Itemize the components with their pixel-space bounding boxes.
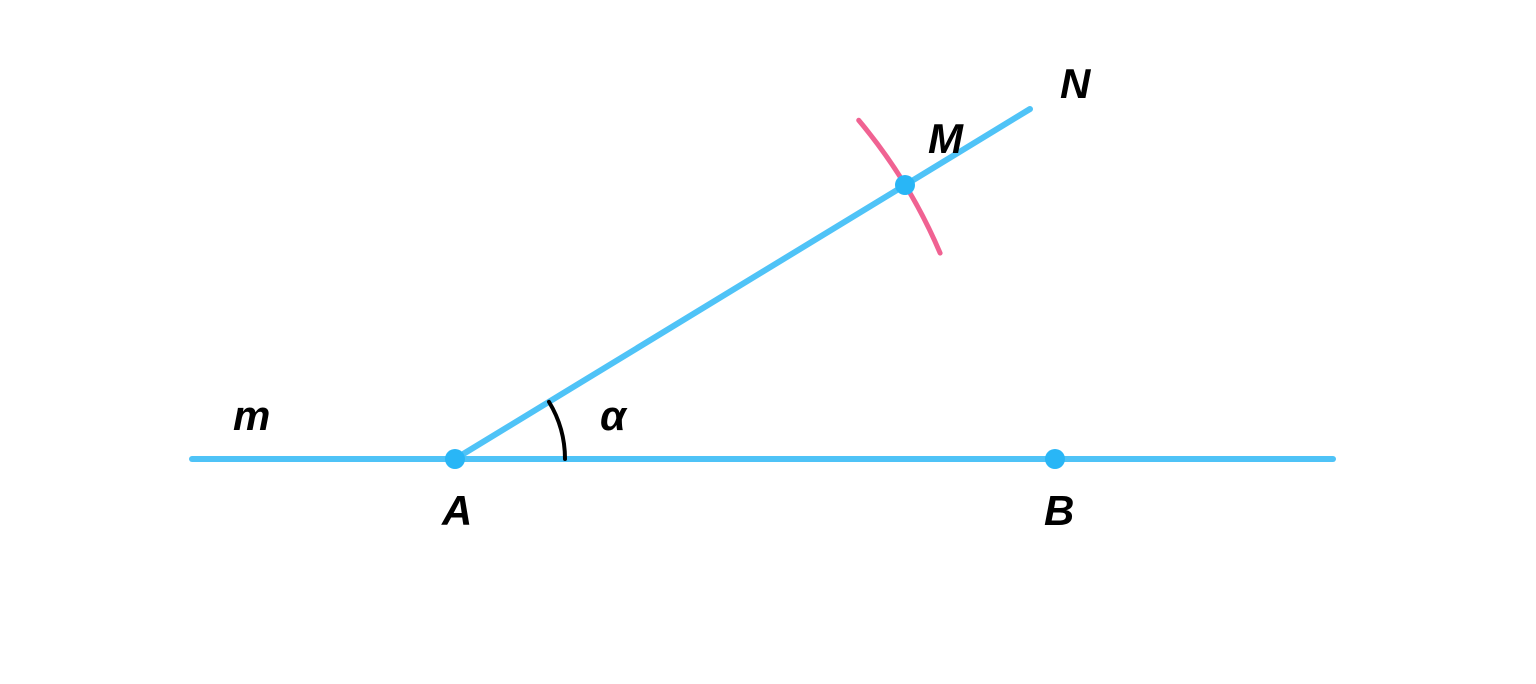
label-m: m — [233, 392, 270, 440]
label-M: M — [928, 115, 963, 163]
point-A — [445, 449, 465, 469]
angle-arc-alpha — [549, 402, 565, 459]
point-B — [1045, 449, 1065, 469]
label-N: N — [1060, 60, 1090, 108]
label-B: B — [1044, 487, 1074, 535]
point-M — [895, 175, 915, 195]
label-A: A — [442, 487, 472, 535]
label-alpha: α — [600, 392, 626, 440]
geometry-diagram — [0, 0, 1536, 684]
